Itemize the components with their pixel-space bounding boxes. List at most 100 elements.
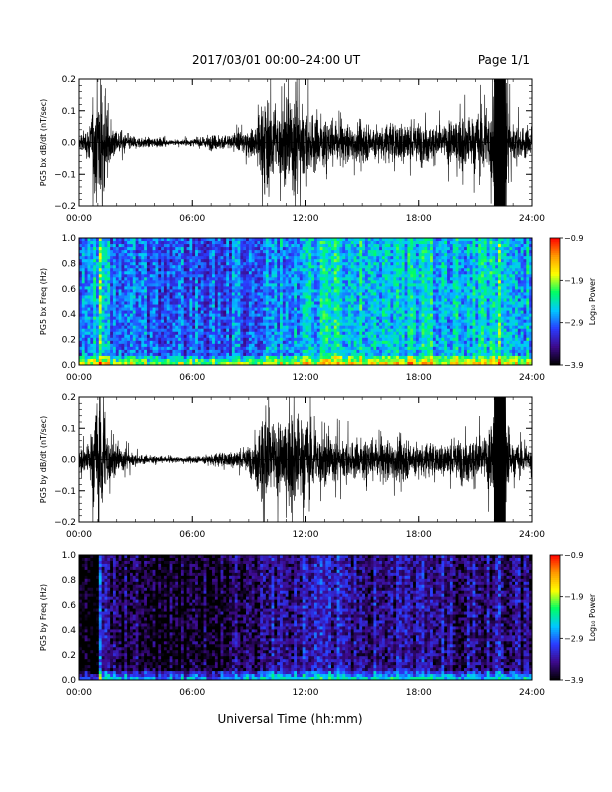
spectrogram-cell (209, 334, 213, 339)
spectrogram-cell (132, 319, 137, 324)
spectrogram-cell (288, 304, 292, 308)
spectrogram-cell (223, 289, 227, 293)
spectrogram-cell (350, 298, 355, 302)
spectrogram-cell (345, 250, 349, 254)
spectrogram-cell (313, 292, 318, 296)
spectrogram-cell (274, 262, 278, 266)
spectrogram-cell (183, 340, 187, 345)
spectrogram-cell (387, 316, 391, 321)
spectrogram-cell (379, 274, 383, 278)
spectrogram-cell (370, 316, 374, 321)
spectrogram-cell (234, 307, 238, 311)
spectrogram-cell (319, 268, 323, 272)
spectrogram-cell (311, 346, 315, 351)
spectrogram-cell (183, 271, 187, 275)
spectrogram-cell (319, 286, 323, 290)
spectrogram-cell (384, 250, 388, 254)
spectrogram-cell (393, 253, 397, 257)
spectrogram-cell (87, 265, 91, 269)
spectrogram-cell (291, 283, 295, 287)
spectrogram-cell (144, 337, 148, 342)
spectrogram-cell (302, 325, 306, 330)
spectrogram-cell (342, 349, 346, 354)
spectrogram-cell (124, 262, 128, 266)
spectrogram-cell (112, 253, 117, 257)
spectrogram-cell (118, 298, 122, 302)
spectrogram-cell (285, 316, 289, 321)
spectrogram-cell (294, 298, 298, 302)
spectrogram-cell (322, 337, 326, 342)
spectrogram-cell (166, 346, 170, 351)
spectrogram-cell (328, 241, 332, 245)
spectrogram-cell (381, 346, 386, 351)
spectrogram-cell (217, 262, 221, 266)
spectrogram-cell (268, 319, 272, 324)
spectrogram-cell (195, 319, 199, 324)
spectrogram-cell (302, 331, 306, 336)
spectrogram-cell (257, 328, 261, 333)
spectrogram-cell (390, 253, 394, 257)
spectrogram-cell (345, 343, 349, 348)
spectrogram-cell (234, 310, 238, 314)
spectrogram-cell (347, 238, 352, 242)
spectrogram-cell (342, 337, 346, 342)
spectrogram-cell (197, 277, 202, 281)
spectrogram-cell (95, 355, 100, 360)
spectrogram-cell (330, 352, 335, 357)
spectrogram-cell (175, 334, 179, 339)
spectrogram-cell (282, 283, 287, 287)
spectrogram-cell (112, 262, 117, 266)
spectrogram-cell (381, 247, 386, 251)
spectrogram-cell (339, 319, 343, 324)
spectrogram-cell (81, 295, 86, 299)
spectrogram-cell (146, 322, 151, 327)
spectrogram-cell (285, 244, 289, 248)
spectrogram-cell (192, 307, 196, 311)
spectrogram-cell (316, 328, 321, 333)
spectrogram-cell (95, 250, 100, 254)
spectrogram-cell (226, 265, 230, 269)
spectrogram-cell (299, 343, 304, 348)
spectrogram-cell (356, 298, 360, 302)
spectrogram-cell (186, 322, 190, 327)
spectrogram-cell (112, 247, 117, 251)
spectrogram-cell (294, 325, 298, 330)
spectrogram-cell (316, 274, 321, 278)
spectrogram-cell (308, 325, 312, 330)
spectrogram-cell (178, 316, 182, 321)
spectrogram-cell (333, 352, 338, 357)
spectrogram-cell (268, 361, 272, 365)
spectrogram-cell (308, 337, 312, 342)
spectrogram-cell (294, 352, 298, 357)
spectrogram-cell (110, 325, 114, 330)
spectrogram-cell (152, 361, 156, 365)
spectrogram-cell (257, 325, 261, 330)
spectrogram-cell (393, 361, 397, 365)
spectrogram-cell (265, 310, 270, 314)
spectrogram-cell (319, 253, 323, 257)
spectrogram-cell (90, 280, 94, 284)
spectrogram-cell (158, 271, 162, 275)
spectrogram-cell (257, 304, 261, 308)
spectrogram-cell (161, 301, 165, 305)
spectrogram-cell (364, 262, 369, 266)
spectrogram-cell (347, 286, 352, 290)
spectrogram-cell (146, 307, 151, 311)
spectrogram-cell (248, 337, 253, 342)
spectrogram-cell (288, 292, 292, 296)
spectrogram-cell (322, 301, 326, 305)
spectrogram-cell (285, 268, 289, 272)
spectrogram-cell (246, 259, 250, 263)
spectrogram-cell (197, 304, 202, 308)
spectrogram-cell (319, 256, 323, 260)
spectrogram-cell (118, 349, 122, 354)
spectrogram-cell (87, 238, 91, 242)
spectrogram-cell (353, 319, 357, 324)
spectrogram-cell (359, 238, 363, 242)
spectrogram-cell (384, 319, 388, 324)
spectrogram-cell (243, 277, 247, 281)
spectrogram-cell (229, 292, 233, 296)
spectrogram-cell (223, 286, 227, 290)
spectrogram-cell (370, 280, 374, 284)
spectrogram-cell (112, 355, 117, 360)
